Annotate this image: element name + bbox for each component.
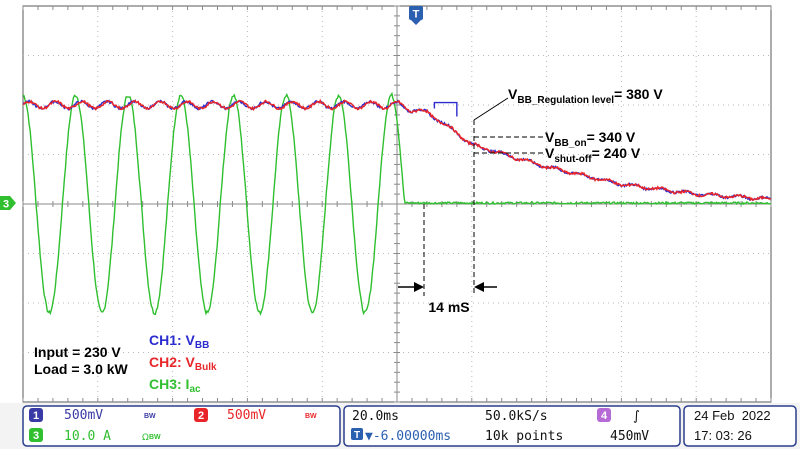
trigger-marker-label: T	[413, 9, 420, 21]
record-length: 10k points	[485, 429, 563, 444]
legend-ch1: CH1: VBB	[149, 332, 209, 351]
date-readout: 24 Feb 2022	[694, 408, 771, 423]
ch2-settings[interactable]: 2 500mV BW	[194, 408, 317, 423]
trigger-channel-num: 4	[601, 410, 608, 422]
ch1-settings[interactable]: 1 500mV BW	[29, 408, 156, 423]
ch1-badge	[29, 408, 43, 422]
ch3-badge	[29, 428, 43, 442]
ch1-scale: 500mV	[64, 408, 103, 423]
ch3-scale: 10.0 A	[64, 429, 111, 444]
load-label: Load = 3.0 kW	[34, 361, 129, 377]
ch2-bw-icon: BW	[305, 413, 317, 420]
trigger-position-icon	[351, 428, 363, 440]
ch3-ground-marker-label: 3	[3, 199, 9, 211]
time-readout: 17: 03: 26	[694, 428, 752, 443]
legend-ch3: CH3: Iac	[149, 376, 201, 395]
regulation-leader	[473, 97, 509, 121]
ch3-ground-marker[interactable]: 3	[0, 196, 16, 211]
traces	[22, 91, 772, 317]
trigger-settings[interactable]: 4 ∫ 450mV	[597, 408, 649, 444]
ch3-settings[interactable]: 3 10.0 A Ω BW	[29, 428, 161, 444]
ch3-badge-num: 3	[33, 430, 39, 442]
horizontal-scale: 20.0ms	[352, 409, 399, 424]
interval-label: 14 mS	[428, 299, 469, 315]
trigger-marker: T	[409, 6, 423, 25]
trigger-position-icon-label: T	[354, 430, 360, 441]
ch3-unit-icon: Ω	[142, 433, 149, 443]
ch2-badge	[194, 408, 208, 422]
ch2-scale: 500mV	[227, 408, 266, 423]
trigger-slope-icon: ∫	[633, 409, 640, 424]
annotations: VBB_Regulation level= 380 V VBB_on= 340 …	[34, 86, 663, 395]
horizontal-panel[interactable]	[343, 405, 681, 447]
interval-arrowhead-right	[474, 282, 484, 292]
trigger-channel-badge	[597, 408, 611, 422]
vshutoff-label: Vshut-off= 240 V	[545, 145, 641, 165]
trigger-level: 450mV	[610, 429, 649, 444]
vbb-on-label: VBB_on= 340 V	[545, 129, 636, 149]
sample-rate: 50.0kS/s	[485, 409, 548, 424]
datetime-panel	[683, 405, 797, 447]
ch2-badge-num: 2	[198, 410, 204, 422]
ch2-vbulk-trace	[22, 98, 772, 202]
grid	[22, 5, 772, 403]
ch1-regulation-step	[433, 101, 458, 117]
regulation-label: VBB_Regulation level= 380 V	[508, 86, 663, 106]
trigger-offset: ▼-6.00000ms	[365, 429, 451, 444]
interval-arrowhead-left	[414, 282, 424, 292]
ch1-badge-num: 1	[33, 410, 39, 422]
input-label: Input = 230 V	[34, 344, 121, 360]
legend-ch2: CH2: VBulk	[149, 354, 217, 373]
channel-panel[interactable]	[22, 405, 341, 447]
ch1-bw-icon: BW	[144, 413, 156, 420]
status-bar: 1 500mV BW 2 500mV BW 3 10.0 A Ω BW 20.0…	[0, 403, 800, 449]
ch3-iac-trace	[22, 91, 772, 317]
ch3-bw-icon: BW	[149, 434, 161, 441]
